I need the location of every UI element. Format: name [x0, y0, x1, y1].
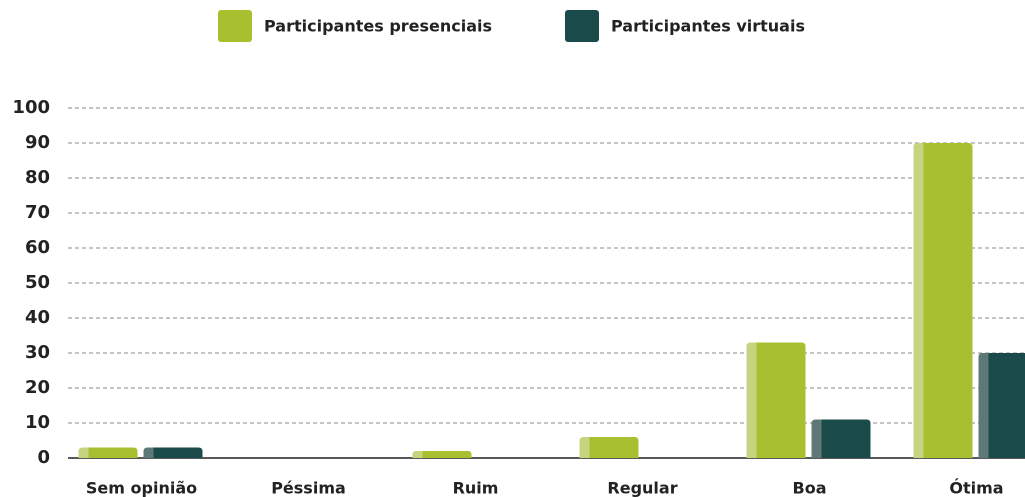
- bar: [143, 447, 203, 458]
- y-tick-label: 50: [25, 272, 50, 293]
- bar: [913, 143, 973, 458]
- y-tick-label: 0: [37, 447, 50, 468]
- x-tick-label: Sem opinião: [86, 479, 197, 497]
- y-tick-label: 10: [25, 412, 50, 433]
- y-tick-label: 40: [25, 307, 50, 328]
- legend-swatch: [565, 10, 599, 42]
- bar: [978, 353, 1025, 458]
- x-tick-label: Regular: [607, 479, 677, 497]
- y-tick-label: 20: [25, 377, 50, 398]
- bar: [412, 451, 472, 458]
- bar: [746, 342, 806, 458]
- y-tick-label: 90: [25, 132, 50, 153]
- legend-label: Participantes virtuais: [611, 17, 805, 36]
- legend-swatch: [218, 10, 252, 42]
- bar: [811, 419, 871, 458]
- bar: [78, 447, 138, 458]
- bar: [579, 437, 639, 458]
- y-tick-label: 60: [25, 237, 50, 258]
- x-tick-label: Boa: [793, 479, 827, 497]
- x-tick-label: Péssima: [271, 479, 346, 497]
- y-tick-label: 100: [12, 97, 50, 118]
- legend-label: Participantes presenciais: [264, 17, 492, 36]
- x-tick-label: Ruim: [453, 479, 499, 497]
- y-tick-label: 80: [25, 167, 50, 188]
- x-tick-label: Ótima: [949, 479, 1003, 497]
- y-tick-label: 30: [25, 342, 50, 363]
- y-tick-label: 70: [25, 202, 50, 223]
